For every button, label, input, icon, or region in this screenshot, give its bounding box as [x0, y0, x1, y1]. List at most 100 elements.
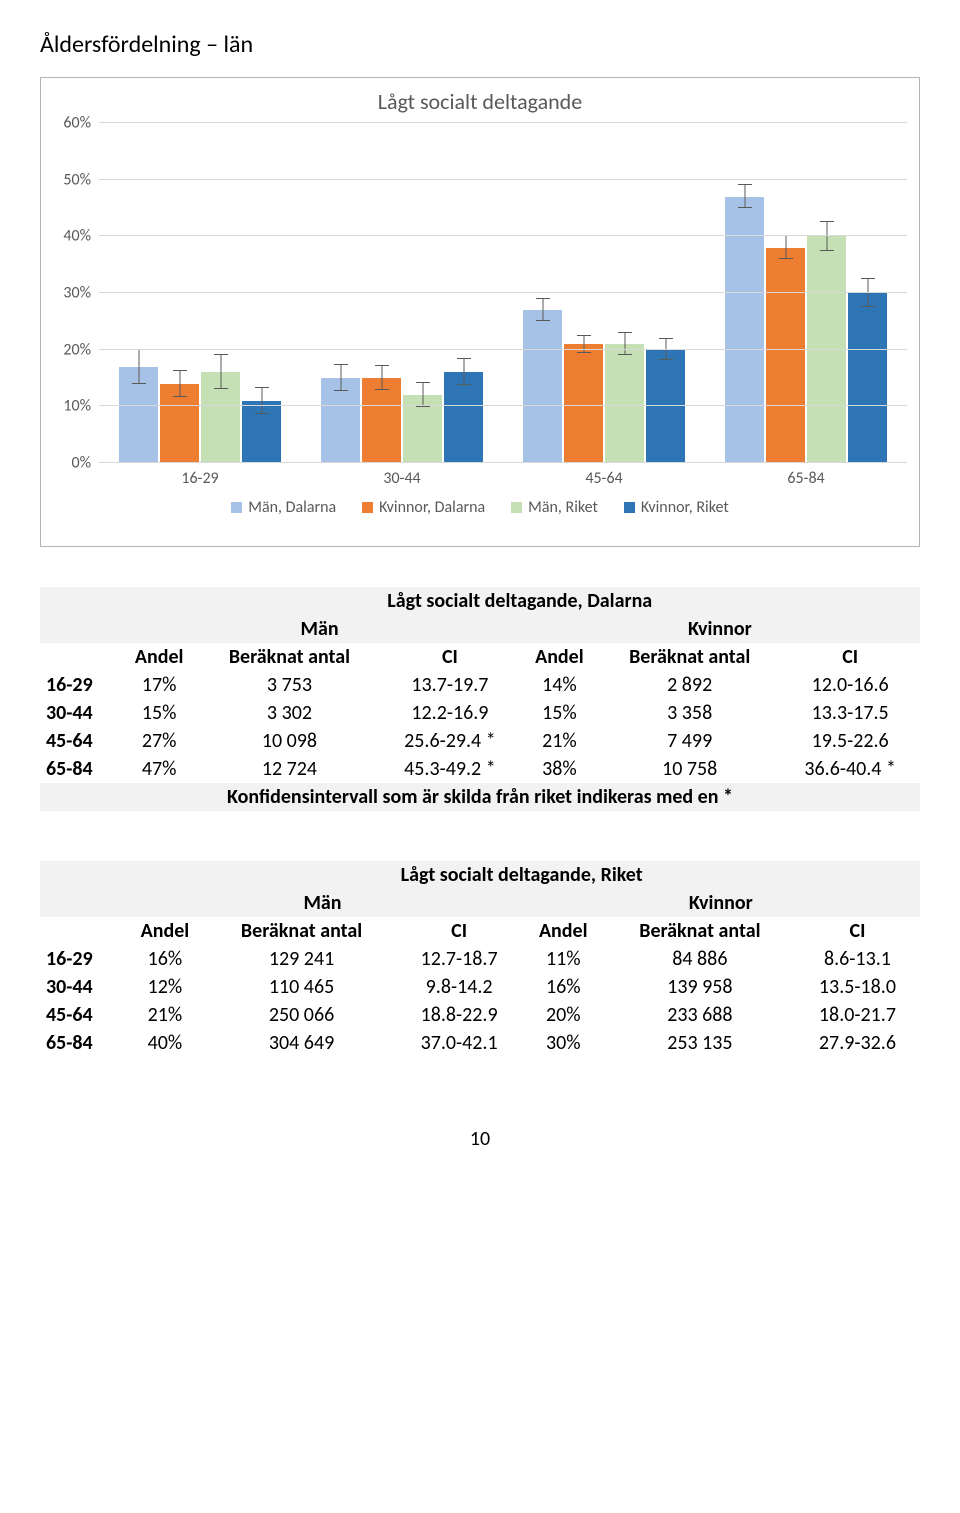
bar: [444, 372, 483, 463]
table-cell: 13.5-18.0: [795, 973, 920, 1001]
table-cell: 253 135: [605, 1029, 795, 1057]
legend-label: Kvinnor, Riket: [641, 498, 729, 517]
table-column-header: CI: [380, 643, 520, 671]
table-cell: 17%: [119, 671, 198, 699]
bar: [362, 378, 401, 463]
table-cell: 37.0-42.1: [397, 1029, 522, 1057]
table-cell: 8.6-13.1: [795, 945, 920, 973]
legend-item: Män, Riket: [511, 498, 598, 517]
bar-group: [99, 123, 301, 463]
table-cell: 3 753: [199, 671, 380, 699]
bar: [807, 236, 846, 463]
chart-title: Lågt socialt deltagande: [53, 88, 907, 115]
bars-region: [99, 123, 907, 463]
table-cell: 3 302: [199, 699, 380, 727]
y-tick-label: 30%: [63, 284, 91, 303]
legend-swatch: [511, 502, 522, 513]
x-tick-label: 45-64: [503, 469, 705, 488]
bar-group: [301, 123, 503, 463]
table-cell: 233 688: [605, 1001, 795, 1029]
row-label: 65-84: [40, 755, 119, 783]
row-label: 65-84: [40, 1029, 123, 1057]
legend-item: Kvinnor, Riket: [624, 498, 729, 517]
table-cell: 27%: [119, 727, 198, 755]
table-row: 65-8447%12 72445.3-49.2 *38%10 75836.6-4…: [40, 755, 920, 783]
row-label: 16-29: [40, 671, 119, 699]
y-tick-label: 40%: [63, 227, 91, 246]
table-column-header: Andel: [522, 917, 605, 945]
table-cell: 12 724: [199, 755, 380, 783]
table-row: 30-4412%110 4659.8-14.216%139 95813.5-18…: [40, 973, 920, 1001]
table-group-header: Män: [123, 889, 521, 917]
table-row: 45-6421%250 06618.8-22.920%233 68818.0-2…: [40, 1001, 920, 1029]
legend-swatch: [231, 502, 242, 513]
table-cell: 11%: [522, 945, 605, 973]
table-cell: 45.3-49.2 *: [380, 755, 520, 783]
table-cell: 21%: [123, 1001, 206, 1029]
table-cell: 304 649: [207, 1029, 397, 1057]
table-title: Lågt socialt deltagande, Riket: [123, 861, 920, 889]
row-label: 16-29: [40, 945, 123, 973]
table-row: 45-6427%10 09825.6-29.4 *21%7 49919.5-22…: [40, 727, 920, 755]
table-column-header: Andel: [520, 643, 599, 671]
y-tick-label: 60%: [63, 114, 91, 133]
table-cell: 250 066: [207, 1001, 397, 1029]
table-cell: 30%: [522, 1029, 605, 1057]
y-tick-label: 0%: [71, 454, 91, 473]
legend-label: Kvinnor, Dalarna: [379, 498, 485, 517]
bar: [848, 293, 887, 463]
table-column-header: Andel: [123, 917, 206, 945]
table-cell: 2 892: [599, 671, 780, 699]
table-row: 16-2917%3 75313.7-19.714%2 89212.0-16.6: [40, 671, 920, 699]
table-column-header: Beräknat antal: [207, 917, 397, 945]
table-cell: 14%: [520, 671, 599, 699]
y-tick-label: 20%: [63, 340, 91, 359]
row-label: 45-64: [40, 1001, 123, 1029]
row-label: 45-64: [40, 727, 119, 755]
row-label: 30-44: [40, 699, 119, 727]
table-cell: 15%: [520, 699, 599, 727]
table-column-header: Beräknat antal: [599, 643, 780, 671]
legend-swatch: [362, 502, 373, 513]
table-cell: 84 886: [605, 945, 795, 973]
bar-group: [705, 123, 907, 463]
table-cell: 12.7-18.7: [397, 945, 522, 973]
row-label: 30-44: [40, 973, 123, 1001]
table-cell: 7 499: [599, 727, 780, 755]
table-cell: 110 465: [207, 973, 397, 1001]
table-group-header: Män: [119, 615, 519, 643]
table-cell: 47%: [119, 755, 198, 783]
table-cell: 129 241: [207, 945, 397, 973]
table-row: 30-4415%3 30212.2-16.915%3 35813.3-17.5: [40, 699, 920, 727]
table-column-header: CI: [780, 643, 920, 671]
data-table-riket: Lågt socialt deltagande, RiketMänKvinnor…: [40, 861, 920, 1057]
table-group-header: Kvinnor: [520, 615, 920, 643]
legend-label: Män, Dalarna: [248, 498, 336, 517]
data-table-dalarna: Lågt socialt deltagande, DalarnaMänKvinn…: [40, 587, 920, 811]
bar-chart: Lågt socialt deltagande 0%10%20%30%40%50…: [40, 77, 920, 547]
table-cell: 21%: [520, 727, 599, 755]
table-group-header: Kvinnor: [522, 889, 920, 917]
table-row: 65-8440%304 64937.0-42.130%253 13527.9-3…: [40, 1029, 920, 1057]
table-column-header: CI: [795, 917, 920, 945]
table-cell: 9.8-14.2: [397, 973, 522, 1001]
table-note: Konfidensintervall som är skilda från ri…: [40, 783, 920, 811]
chart-legend: Män, Dalarna Kvinnor, Dalarna Män, Riket Kv…: [53, 498, 907, 517]
table-cell: 18.0-21.7: [795, 1001, 920, 1029]
table-cell: 10 758: [599, 755, 780, 783]
table-cell: 10 098: [199, 727, 380, 755]
table-cell: 20%: [522, 1001, 605, 1029]
bar: [766, 248, 805, 463]
x-axis-labels: 16-2930-4445-6465-84: [99, 469, 907, 488]
y-axis: 0%10%20%30%40%50%60%: [53, 123, 99, 463]
table-column-header: Beräknat antal: [605, 917, 795, 945]
table-cell: 36.6-40.4 *: [780, 755, 920, 783]
bar: [605, 344, 644, 463]
table-cell: 27.9-32.6: [795, 1029, 920, 1057]
page-number: 10: [40, 1127, 920, 1151]
table-cell: 25.6-29.4 *: [380, 727, 520, 755]
x-tick-label: 16-29: [99, 469, 301, 488]
table-cell: 13.7-19.7: [380, 671, 520, 699]
table-cell: 38%: [520, 755, 599, 783]
table-cell: 3 358: [599, 699, 780, 727]
